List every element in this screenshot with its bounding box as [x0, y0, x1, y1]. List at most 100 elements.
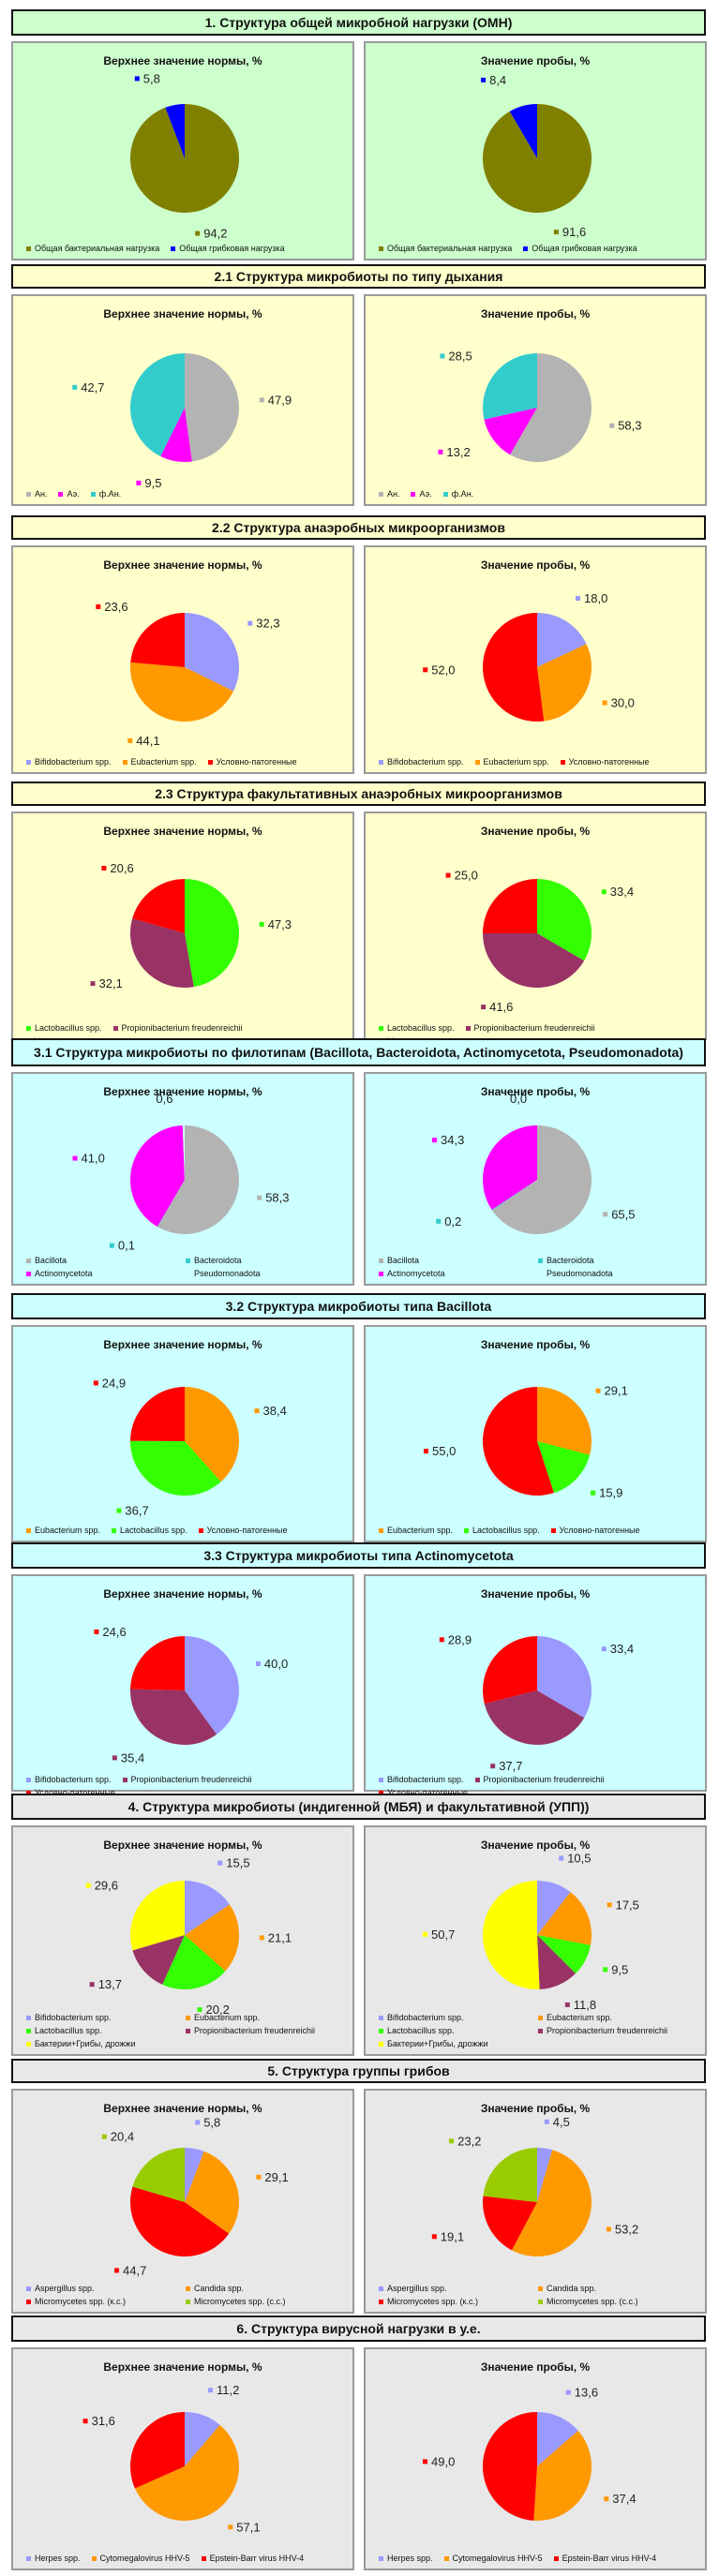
legend-item-bacteroidota: Bacteroidota — [537, 1254, 691, 1267]
legend-label: Bifidobacterium spp. — [387, 1775, 464, 1784]
legend-marker — [26, 1778, 31, 1783]
chart-title: Верхнее значение нормы, % — [103, 1338, 262, 1351]
chart-legend: Bifidobacterium spp. Propionibacterium fr… — [26, 1773, 345, 1799]
legend-marker — [171, 246, 176, 252]
legend-item-bifidobacterium-spp: Bifidobacterium spp. — [26, 755, 112, 768]
legend-marker — [379, 1528, 383, 1534]
data-label-value: 29,1 — [264, 2170, 288, 2184]
chart-panel-7-norm: Верхнее значение нормы, % 40,0 35,4 24,6 Bif… — [11, 1574, 354, 1797]
data-label-value: 37,7 — [499, 1759, 522, 1773]
chart-panel-3-norm: Верхнее значение нормы, % 32,3 44,1 23,6 Bif… — [11, 545, 354, 774]
legend-marker — [185, 2286, 190, 2292]
legend-marker — [26, 2556, 31, 2562]
legend-marker — [560, 760, 565, 766]
legend-item-epstein-barr-virus-hhv-4: Epstein-Barr virus HHV-4 — [553, 2552, 656, 2565]
data-label-lactobacillus-spp: 15,9 — [591, 1486, 622, 1500]
data-label-pseudomonadota: 0,6 — [156, 1092, 172, 1106]
data-label-value: 53,2 — [615, 2222, 638, 2236]
legend-marker — [207, 760, 213, 766]
pie-slice-actinomycetota — [129, 1125, 185, 1228]
data-label-marker — [72, 1155, 78, 1161]
legend-item-aspergillus-spp: Aspergillus spp. — [379, 2282, 532, 2295]
data-label-value: 11,8 — [574, 1998, 596, 2012]
legend-item-условно-патогенные: Условно-патогенные — [379, 1786, 468, 1799]
chart-panel-8-sample: Значение пробы, % 10,5 17,5 9,5 11,8 50,7 Bifi… — [364, 1825, 707, 2056]
legend-marker — [185, 2029, 190, 2034]
legend-marker — [379, 2029, 383, 2034]
pie-chart: 11,2 57,1 31,6 — [82, 2383, 261, 2534]
legend-label: Micromycetes spp. (к.с.) — [387, 2297, 478, 2306]
legend-label: Условно-патогенные — [559, 1526, 640, 1535]
data-label-value: 57,1 — [236, 2520, 260, 2534]
pie-slice-аэ — [160, 408, 192, 462]
data-label-условно-патогенные: 24,9 — [93, 1376, 126, 1390]
legend-marker — [537, 2286, 543, 2292]
data-label-bifidobacterium-spp: 15,5 — [217, 1856, 250, 1870]
legend-item-aspergillus-spp: Aspergillus spp. — [26, 2282, 179, 2295]
section-title-3: 2.2 Структура анаэробных микроорганизмов — [11, 515, 706, 540]
data-label-условно-патогенные: 55,0 — [424, 1444, 456, 1458]
section-title-8: 4. Структура микробиоты (индигенной (МБЯ… — [11, 1794, 706, 1820]
pie-slice-eubacterium-spp — [537, 1892, 592, 1945]
pie-chart: 15,5 21,1 20,2 13,7 29,6 — [85, 1856, 292, 2017]
legend-label: Bifidobacterium spp. — [35, 2013, 112, 2022]
pie-slice-epstein-barr-virus-hhv-4 — [482, 2412, 537, 2521]
legend-item-herpes-spp: Herpes spp. — [379, 2552, 433, 2565]
legend-marker — [26, 1026, 31, 1032]
chart-legend: Eubacterium spp. Lactobacillus spp. Условн… — [26, 1524, 345, 1537]
data-label-marker — [101, 866, 107, 871]
data-label-marker — [490, 1764, 496, 1769]
data-label-cytomegalovirus-hhv-5: 57,1 — [228, 2520, 261, 2534]
pie-slice-eubacterium-spp — [185, 1904, 240, 1972]
chart-title: Верхнее значение нормы, % — [103, 825, 262, 838]
data-label-value: 31,6 — [92, 2414, 115, 2428]
data-label-value: 20,4 — [111, 2130, 134, 2144]
legend-label: Cytomegalovirus HHV-5 — [452, 2554, 543, 2563]
section-title-5: 3.1 Структура микробиоты по филотипам (B… — [11, 1038, 706, 1066]
chart-title: Верхнее значение нормы, % — [103, 1839, 262, 1852]
data-label-общая-бактериальная-нагрузка: 91,6 — [553, 225, 586, 239]
legend-label: Общая бактериальная нагрузка — [35, 244, 160, 253]
data-label-value: 47,3 — [268, 917, 292, 931]
pie-chart: 38,4 36,7 24,9 — [93, 1376, 287, 1518]
data-label-value: 19,1 — [441, 2229, 464, 2243]
pie-slice-ф-ан — [129, 353, 185, 456]
legend-label: Bacteroidota — [193, 1256, 242, 1265]
data-label-value: 25,0 — [455, 869, 478, 883]
legend-marker — [186, 1272, 190, 1276]
legend-marker — [379, 1258, 383, 1264]
legend-label: Условно-патогенные — [216, 757, 297, 767]
legend-marker — [550, 1528, 556, 1534]
legend-item-ан: Ан. — [26, 487, 47, 500]
pie-slice-условно-патогенные — [130, 1387, 185, 1441]
legend-marker — [379, 2042, 383, 2047]
legend-item-аэ: Аэ. — [58, 487, 80, 500]
legend-marker — [26, 2286, 31, 2292]
legend-item-micromycetes-spp-к-с: Micromycetes spp. (к.с.) — [379, 2295, 532, 2308]
pie-slice-общая-грибковая-нагрузка — [165, 104, 185, 158]
legend-marker — [91, 2556, 97, 2562]
data-label-value: 9,5 — [144, 476, 161, 490]
chart-title: Значение пробы, % — [480, 1338, 591, 1351]
data-label-epstein-barr-virus-hhv-4: 31,6 — [82, 2414, 115, 2428]
data-label-marker — [72, 384, 78, 390]
pie-slice-pseudomonadota — [182, 1125, 185, 1180]
data-label-value: 33,4 — [610, 885, 634, 899]
legend-marker — [379, 760, 383, 766]
data-label-herpes-spp: 11,2 — [208, 2383, 239, 2397]
pie-slice-lactobacillus-spp — [129, 1440, 221, 1496]
chart-legend: Bifidobacterium spp. Eubacterium spp. Усло… — [26, 755, 345, 768]
pie-slice-propionibacterium-freudenreichii — [129, 918, 194, 989]
legend-item-lactobacillus-spp: Lactobacillus spp. — [379, 1021, 455, 1035]
pie-slice-lactobacillus-spp — [185, 879, 240, 988]
legend-label: Lactobacillus spp. — [387, 1023, 455, 1033]
pie-slice-lactobacillus-spp — [537, 1441, 591, 1494]
data-label-аэ: 9,5 — [136, 476, 161, 490]
legend-item-условно-патогенные: Условно-патогенные — [26, 1786, 115, 1799]
data-label-lactobacillus-spp: 33,4 — [601, 885, 634, 899]
chart-title: Верхнее значение нормы, % — [103, 307, 262, 320]
data-label-value: 20,2 — [206, 2003, 230, 2017]
legend-item-ан: Ан. — [379, 487, 399, 500]
pie-slice-общая-грибковая-нагрузка — [509, 104, 537, 158]
legend-item-bacillota: Bacillota — [26, 1254, 179, 1267]
